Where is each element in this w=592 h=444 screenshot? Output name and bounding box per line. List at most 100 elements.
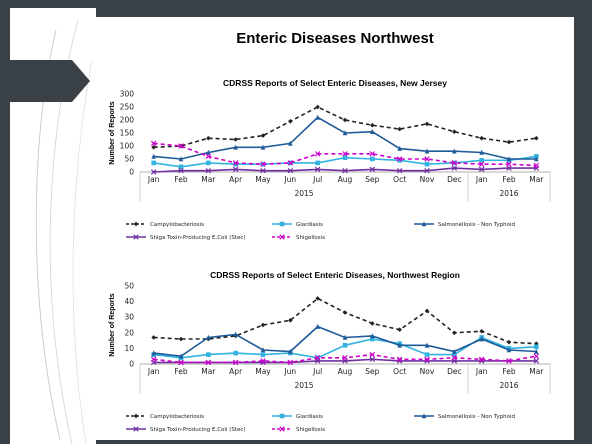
data-point bbox=[205, 167, 212, 174]
data-point bbox=[260, 322, 266, 328]
data-point bbox=[342, 355, 348, 361]
content-panel bbox=[96, 17, 574, 440]
y-axis-label: Number of Reports bbox=[109, 293, 116, 357]
data-point bbox=[370, 336, 375, 342]
x-tick-label: Dec bbox=[447, 367, 462, 376]
x-tick-label: Feb bbox=[502, 175, 516, 184]
data-point bbox=[424, 156, 430, 162]
data-point bbox=[315, 114, 320, 120]
title-arrow-shape bbox=[0, 60, 90, 102]
data-point bbox=[506, 347, 512, 353]
data-point bbox=[287, 359, 294, 366]
data-point bbox=[397, 327, 402, 332]
data-point bbox=[260, 161, 266, 167]
data-point bbox=[396, 356, 403, 363]
x-tick-label: Mar bbox=[529, 367, 544, 376]
group-label: 2016 bbox=[499, 189, 518, 198]
group-label: 2015 bbox=[294, 381, 313, 390]
legend-label: Shiga Toxin-Producing E.Coli (Stec) bbox=[150, 427, 246, 433]
y-tick-label: 200 bbox=[120, 116, 135, 125]
series-line bbox=[153, 325, 537, 358]
data-point bbox=[233, 350, 238, 356]
x-tick-label: Mar bbox=[529, 175, 544, 184]
data-point bbox=[288, 348, 293, 354]
data-point bbox=[232, 160, 239, 166]
y-tick-label: 0 bbox=[129, 168, 134, 177]
x-tick-label: Nov bbox=[420, 367, 435, 376]
data-point bbox=[533, 358, 540, 364]
data-point bbox=[205, 359, 212, 366]
legend-label: Shigellosis bbox=[296, 235, 325, 241]
data-point bbox=[370, 129, 375, 134]
data-point bbox=[452, 148, 457, 154]
x-tick-label: May bbox=[255, 175, 271, 184]
data-point bbox=[150, 140, 157, 147]
legend-marker bbox=[279, 221, 285, 227]
x-tick-label: Jul bbox=[312, 175, 322, 184]
data-point bbox=[478, 356, 485, 363]
legend-label: Salmonellosis - Non Typhoid bbox=[438, 222, 515, 228]
data-point bbox=[451, 165, 458, 171]
data-point bbox=[424, 342, 430, 348]
x-tick-label: Apr bbox=[229, 175, 243, 184]
data-point bbox=[232, 166, 239, 173]
data-point bbox=[424, 167, 430, 174]
slide-title: Enteric Diseases Northwest bbox=[236, 30, 434, 47]
data-point bbox=[260, 144, 266, 150]
data-point bbox=[451, 355, 458, 361]
data-point bbox=[232, 359, 239, 366]
data-point bbox=[150, 356, 157, 363]
data-point bbox=[260, 133, 266, 138]
legend-marker bbox=[279, 413, 285, 419]
y-tick-label: 50 bbox=[124, 155, 134, 164]
legend-label: Campylobacteriosis bbox=[150, 414, 204, 420]
data-point bbox=[533, 162, 540, 169]
data-point bbox=[479, 158, 484, 163]
data-point bbox=[534, 348, 539, 354]
data-point bbox=[178, 359, 184, 366]
x-tick-label: Dec bbox=[447, 175, 462, 184]
data-point bbox=[342, 130, 348, 136]
y-tick-label: 40 bbox=[124, 297, 134, 306]
x-tick-label: Nov bbox=[420, 175, 435, 184]
legend-label: Shigellosis bbox=[296, 427, 325, 433]
data-point bbox=[315, 160, 320, 166]
data-point bbox=[288, 119, 293, 124]
y-tick-label: 50 bbox=[124, 282, 134, 291]
data-point bbox=[205, 153, 212, 160]
x-tick-label: Jul bbox=[312, 367, 322, 376]
data-point bbox=[397, 342, 402, 348]
data-point bbox=[178, 353, 184, 359]
x-tick-label: Jun bbox=[283, 175, 296, 184]
data-point bbox=[452, 330, 457, 336]
legend-label: Salmonellosis - Non Typhoid bbox=[438, 414, 515, 420]
x-tick-label: Jan bbox=[475, 367, 488, 376]
data-point bbox=[370, 333, 375, 339]
data-point bbox=[260, 167, 266, 174]
chart-title: CDRSS Reports of Select Enteric Diseases… bbox=[223, 78, 447, 88]
data-point bbox=[452, 352, 457, 357]
group-label: 2015 bbox=[294, 189, 313, 198]
legend-marker bbox=[421, 413, 427, 419]
data-point bbox=[534, 156, 539, 162]
x-tick-label: Jun bbox=[283, 367, 296, 376]
data-point bbox=[534, 135, 539, 141]
data-point bbox=[314, 355, 321, 361]
data-point bbox=[287, 167, 294, 174]
data-point bbox=[533, 353, 540, 359]
data-point bbox=[233, 161, 238, 167]
data-point bbox=[397, 126, 402, 132]
data-point bbox=[314, 151, 321, 157]
x-tick-label: Sep bbox=[365, 367, 379, 376]
data-point bbox=[315, 296, 320, 301]
x-tick-label: Oct bbox=[393, 175, 406, 184]
data-point bbox=[260, 352, 266, 357]
data-point bbox=[315, 104, 320, 110]
chart-northwest-region: CDRSS Reports of Select Enteric Diseases… bbox=[109, 270, 551, 433]
decorative-curve bbox=[72, 59, 93, 444]
data-point bbox=[342, 167, 348, 174]
data-point bbox=[479, 135, 484, 141]
data-point bbox=[342, 151, 348, 157]
y-tick-label: 0 bbox=[129, 360, 134, 369]
